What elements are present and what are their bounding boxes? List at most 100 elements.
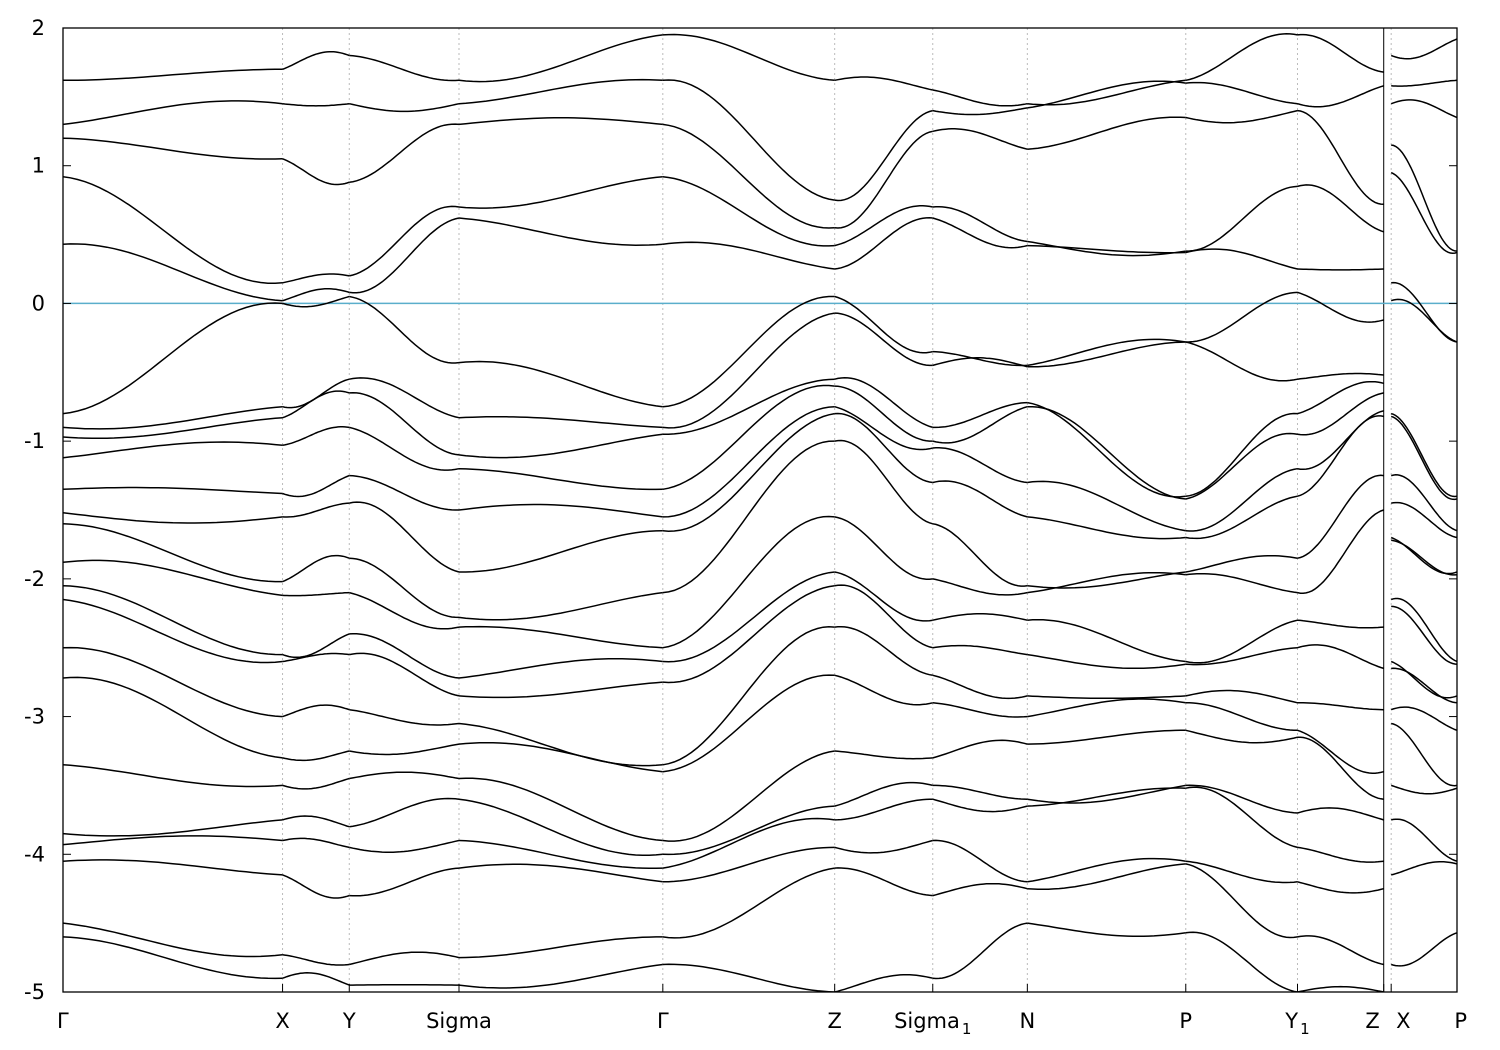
band-line (349, 54, 460, 82)
band-line (349, 652, 460, 697)
kpoint-label: Z (827, 1009, 841, 1033)
band-line (63, 100, 283, 126)
band-line (1390, 597, 1457, 663)
band-line (458, 467, 663, 491)
band-line (282, 378, 350, 409)
band-line (1391, 722, 1457, 787)
band-line (1185, 248, 1298, 270)
band-line (1297, 729, 1384, 774)
band-line (1027, 480, 1186, 532)
band-line (458, 657, 663, 679)
band-line (458, 863, 663, 883)
band-line (282, 295, 350, 308)
band-line (1185, 291, 1298, 343)
band-line (1297, 33, 1384, 73)
band-line (63, 646, 283, 718)
band-line (1027, 729, 1186, 745)
kpoint-label: X (275, 1009, 289, 1033)
band-line (932, 128, 1028, 150)
band-line (282, 750, 350, 762)
band-line (63, 819, 283, 837)
band-line (1027, 784, 1186, 804)
band-line (63, 512, 283, 524)
band-line (349, 123, 460, 183)
band-line (458, 415, 663, 429)
band-line (834, 385, 933, 442)
band-line (1391, 281, 1457, 343)
band-line (349, 205, 460, 277)
band-line (834, 76, 933, 91)
band-line (1185, 495, 1298, 540)
band-line (932, 702, 1028, 718)
band-line (63, 598, 283, 664)
band-line (1391, 818, 1457, 862)
band-line (349, 295, 460, 364)
band-line (1185, 432, 1298, 500)
band-line (834, 217, 933, 270)
band-line (282, 837, 350, 849)
band-line (1185, 786, 1298, 849)
band-line (349, 951, 460, 966)
band-line (349, 426, 460, 471)
band-line (834, 584, 933, 649)
band-line (932, 350, 1028, 367)
band-line (1185, 185, 1298, 252)
kpoint-label: Y (342, 1009, 356, 1033)
band-line (1185, 412, 1298, 497)
band-line (458, 777, 663, 842)
band-line (662, 817, 835, 869)
band-line (662, 846, 835, 883)
band-line (1027, 240, 1186, 257)
kpoint-label: N (1019, 1009, 1035, 1033)
ytick-label: 1 (32, 154, 45, 178)
band-line (349, 839, 460, 853)
band-line (1391, 860, 1457, 876)
band-line (1027, 79, 1186, 106)
band-line (1297, 702, 1384, 711)
band-line (1297, 474, 1384, 559)
band-line (662, 412, 835, 532)
band-line (1185, 467, 1298, 532)
band-line (662, 123, 835, 229)
band-line (932, 839, 1028, 883)
ytick-label: -5 (24, 980, 45, 1004)
band-line (349, 474, 459, 511)
band-line (1297, 935, 1384, 966)
band-line (1390, 171, 1457, 255)
band-line (1027, 695, 1186, 700)
band-line (1391, 932, 1457, 967)
kpoint-label-subscript: 1 (962, 1020, 972, 1038)
band-line (63, 922, 283, 958)
band-line (932, 784, 1028, 800)
band-line (282, 502, 350, 518)
band-line (1297, 392, 1384, 436)
band-line (1027, 571, 1186, 594)
band-line (349, 771, 460, 780)
band-line (458, 625, 663, 649)
band-line (349, 217, 460, 294)
band-line (1297, 509, 1384, 595)
band-line (1297, 881, 1384, 894)
band-line (834, 867, 933, 897)
band-line (662, 405, 835, 518)
band-line (63, 137, 283, 160)
band-line (1185, 784, 1298, 814)
band-line (1185, 646, 1298, 666)
band-line (349, 708, 460, 726)
band-line (458, 360, 663, 408)
band-line (932, 447, 1028, 484)
band-line (932, 922, 1028, 980)
band-line (1297, 410, 1384, 471)
band-line (834, 439, 934, 525)
band-line (282, 426, 350, 447)
band-line (282, 777, 350, 790)
band-line (282, 102, 350, 107)
band-line (1390, 415, 1457, 501)
band-line (662, 963, 835, 992)
band-line (932, 674, 1028, 700)
band-line (662, 33, 835, 82)
band-line (349, 102, 460, 113)
band-line (1390, 99, 1457, 119)
band-line (1297, 644, 1384, 670)
band-line (932, 739, 1028, 759)
